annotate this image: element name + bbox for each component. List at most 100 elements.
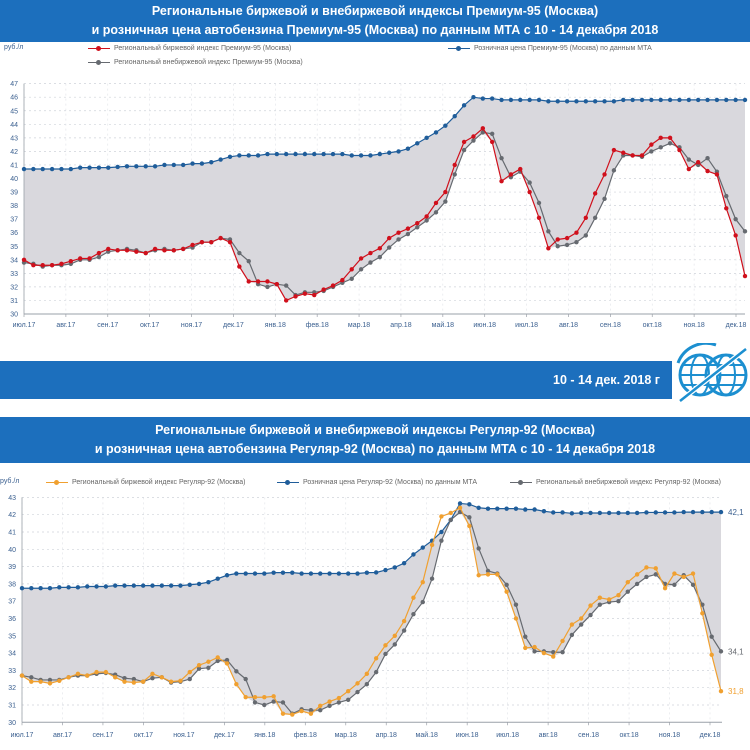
data-point <box>523 645 528 651</box>
chart1-title-line2: и розничная цена автобензина Премиум-95 … <box>91 23 659 37</box>
data-point <box>634 581 640 587</box>
data-point <box>218 235 223 241</box>
data-point <box>405 146 411 151</box>
data-point <box>420 579 425 585</box>
data-point <box>31 263 36 268</box>
y-tick-label: 32 <box>8 685 16 692</box>
data-point <box>392 633 397 638</box>
data-point <box>564 99 570 104</box>
data-point <box>75 585 81 590</box>
data-point <box>527 97 532 103</box>
data-point <box>532 649 537 654</box>
data-point <box>373 656 379 661</box>
data-point <box>742 229 748 234</box>
y-tick-label: 41 <box>10 162 18 169</box>
x-tick-label: мар.18 <box>348 322 370 329</box>
data-point <box>59 261 64 267</box>
data-point <box>113 583 118 588</box>
data-point <box>625 589 630 594</box>
data-point <box>606 510 612 516</box>
data-point <box>318 703 323 709</box>
data-point <box>159 583 164 588</box>
x-tick-label: дек.18 <box>700 732 721 739</box>
data-point <box>495 572 500 577</box>
x-tick-label: июл.17 <box>11 732 34 739</box>
data-point <box>29 679 34 684</box>
data-point <box>346 697 351 703</box>
x-tick-label: июн.18 <box>473 322 496 329</box>
data-point <box>551 654 556 659</box>
data-point <box>532 644 537 650</box>
data-point <box>340 151 345 157</box>
data-point <box>396 149 401 154</box>
y-tick-label: 37 <box>10 217 18 224</box>
data-point <box>373 570 379 575</box>
x-tick-label: авг.17 <box>56 322 75 329</box>
data-point <box>700 611 705 616</box>
data-point <box>77 256 83 261</box>
y-tick-label: 37 <box>8 599 16 606</box>
data-point <box>443 199 448 204</box>
data-point <box>644 574 649 580</box>
data-point <box>252 695 258 700</box>
y-tick-label: 30 <box>10 312 18 319</box>
data-point <box>518 166 523 172</box>
data-point <box>504 582 509 587</box>
legend-label: Региональный биржевой индекс Регуляр-92 … <box>72 478 246 486</box>
data-point <box>686 166 692 172</box>
data-point <box>330 151 336 157</box>
data-point <box>574 230 579 235</box>
data-point <box>457 501 463 506</box>
data-point <box>569 622 575 627</box>
data-point <box>724 97 729 103</box>
data-point <box>452 113 457 119</box>
data-point <box>87 165 92 170</box>
data-point <box>644 565 649 570</box>
data-point <box>206 659 211 664</box>
data-point <box>187 669 192 675</box>
data-point <box>695 97 701 103</box>
data-point <box>57 678 62 683</box>
y-tick-label: 34 <box>8 651 16 658</box>
x-tick-label: сен.18 <box>600 322 621 329</box>
data-point <box>227 239 233 245</box>
data-point <box>383 651 388 657</box>
data-point <box>443 123 448 128</box>
data-point <box>271 570 276 575</box>
x-tick-label: сен.17 <box>97 322 118 329</box>
data-point <box>274 151 280 157</box>
data-point <box>415 221 420 226</box>
data-point <box>103 669 109 675</box>
data-point <box>467 515 472 520</box>
data-point <box>616 510 621 516</box>
y-tick-label: 39 <box>10 190 18 197</box>
data-point <box>386 245 392 250</box>
data-point <box>597 510 603 516</box>
data-point <box>592 99 598 104</box>
x-tick-label: июл.18 <box>515 322 538 329</box>
data-point <box>476 573 481 578</box>
y-tick-label: 30 <box>8 720 16 727</box>
end-value-label: 34,1 <box>728 647 744 656</box>
data-point <box>21 257 27 262</box>
data-point <box>355 571 360 576</box>
data-point <box>106 165 111 170</box>
y-tick-label: 42 <box>8 512 16 519</box>
data-point <box>579 616 584 621</box>
data-point <box>115 248 120 253</box>
data-point <box>122 675 127 681</box>
data-point <box>662 510 668 515</box>
data-point <box>574 239 579 245</box>
data-point <box>68 258 74 264</box>
data-point <box>29 586 34 591</box>
data-point <box>318 707 323 713</box>
y-tick-label: 47 <box>10 81 18 88</box>
data-point <box>471 138 476 143</box>
data-point <box>283 283 289 288</box>
data-point <box>237 153 242 158</box>
data-point <box>85 673 90 678</box>
data-point <box>215 655 220 660</box>
data-point <box>420 599 425 605</box>
data-point <box>439 529 444 535</box>
data-point <box>178 583 183 588</box>
